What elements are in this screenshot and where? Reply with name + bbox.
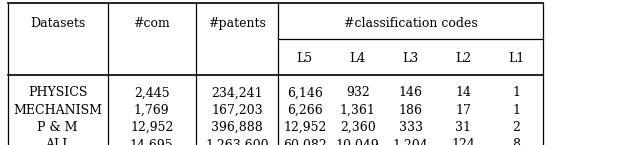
Text: L4: L4 (349, 51, 366, 65)
Text: 12,952: 12,952 (283, 121, 326, 134)
Text: MECHANISM: MECHANISM (13, 104, 102, 117)
Text: 333: 333 (399, 121, 422, 134)
Text: ALL: ALL (45, 138, 70, 145)
Text: 1,204: 1,204 (393, 138, 428, 145)
Text: 234,241: 234,241 (211, 86, 263, 99)
Text: #classification codes: #classification codes (344, 17, 477, 30)
Text: 14: 14 (456, 86, 472, 99)
Text: 1,263,600: 1,263,600 (205, 138, 269, 145)
Text: 186: 186 (399, 104, 422, 117)
Text: 2,445: 2,445 (134, 86, 170, 99)
Text: L5: L5 (297, 51, 313, 65)
Text: 396,888: 396,888 (211, 121, 263, 134)
Text: 6,266: 6,266 (287, 104, 323, 117)
Text: 60,082: 60,082 (283, 138, 326, 145)
Text: 10,049: 10,049 (336, 138, 380, 145)
Text: 12,952: 12,952 (130, 121, 173, 134)
Text: #patents: #patents (208, 17, 266, 30)
Text: 1,769: 1,769 (134, 104, 170, 117)
Text: Datasets: Datasets (30, 17, 85, 30)
Text: 31: 31 (456, 121, 472, 134)
Text: 146: 146 (399, 86, 422, 99)
Text: L3: L3 (403, 51, 419, 65)
Text: 1,361: 1,361 (340, 104, 376, 117)
Text: 6,146: 6,146 (287, 86, 323, 99)
Text: PHYSICS: PHYSICS (28, 86, 87, 99)
Text: #com: #com (133, 17, 170, 30)
Text: 167,203: 167,203 (211, 104, 263, 117)
Text: 17: 17 (456, 104, 472, 117)
Text: L1: L1 (508, 51, 524, 65)
Text: 124: 124 (451, 138, 476, 145)
Text: 1: 1 (512, 86, 520, 99)
Text: 2: 2 (513, 121, 520, 134)
Text: 2,360: 2,360 (340, 121, 376, 134)
Text: L2: L2 (456, 51, 472, 65)
Text: P & M: P & M (37, 121, 78, 134)
Text: 932: 932 (346, 86, 369, 99)
Text: 8: 8 (512, 138, 520, 145)
Text: 1: 1 (512, 104, 520, 117)
Text: 14,695: 14,695 (130, 138, 173, 145)
